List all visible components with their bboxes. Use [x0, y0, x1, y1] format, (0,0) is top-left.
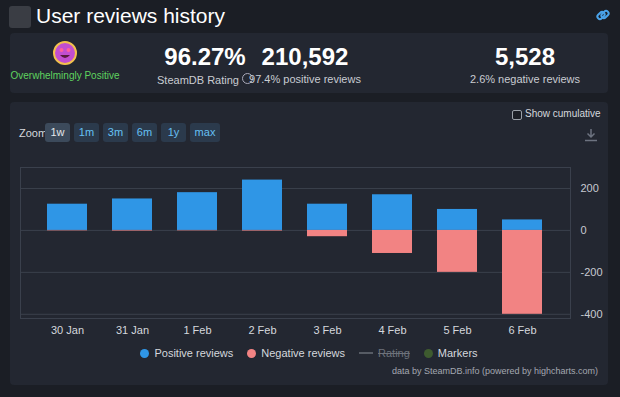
svg-text:5 Feb: 5 Feb — [443, 324, 471, 336]
html-text:SteamDB Rating: SteamDB Rating — [157, 74, 242, 86]
svg-text:-400: -400 — [581, 308, 603, 320]
svg-text:1 Feb: 1 Feb — [183, 324, 211, 336]
html-text:Markers: Markers — [437, 347, 478, 359]
svg-text:2 Feb: 2 Feb — [248, 324, 276, 336]
html-text:96.27%: 96.27% — [164, 43, 246, 70]
html-text:1m: 1m — [78, 126, 95, 138]
html-text:max: max — [194, 126, 216, 138]
html-text:data by SteamDB.info (powered: data by SteamDB.info (powered by highcha… — [391, 366, 598, 376]
svg-text:30 Jan: 30 Jan — [51, 324, 84, 336]
html-text:Zoom 1w: Zoom 1w — [19, 126, 65, 139]
html-text:Negative reviews: Negative reviews — [261, 347, 345, 359]
svg-text:0: 0 — [581, 224, 587, 236]
svg-text:-200: -200 — [581, 266, 603, 278]
html-text:3m: 3m — [107, 126, 124, 138]
html-text:5,528: 5,528 — [495, 43, 555, 70]
html-text:User reviews history: User reviews history — [36, 4, 225, 27]
svg-text:200: 200 — [581, 182, 599, 194]
html-text:97.4% positive reviews: 97.4% positive reviews — [249, 73, 361, 85]
svg-text:6 Feb: 6 Feb — [508, 324, 536, 336]
svg-text:3 Feb: 3 Feb — [313, 324, 341, 336]
html-text:210,592: 210,592 — [261, 43, 349, 70]
svg-text:4 Feb: 4 Feb — [378, 324, 406, 336]
html-text:Positive reviews: Positive reviews — [154, 347, 234, 359]
html-text:1y: 1y — [167, 126, 180, 138]
html-text:6m: 6m — [136, 126, 153, 138]
svg-text:31 Jan: 31 Jan — [116, 324, 149, 336]
html-text:2.6% negative reviews: 2.6% negative reviews — [470, 73, 580, 85]
html-text:Overwhelmingly Positive: Overwhelmingly Positive — [10, 70, 120, 81]
html-text:Rating: Rating — [378, 347, 410, 359]
html-text:Show cumulative: Show cumulative — [525, 108, 601, 119]
